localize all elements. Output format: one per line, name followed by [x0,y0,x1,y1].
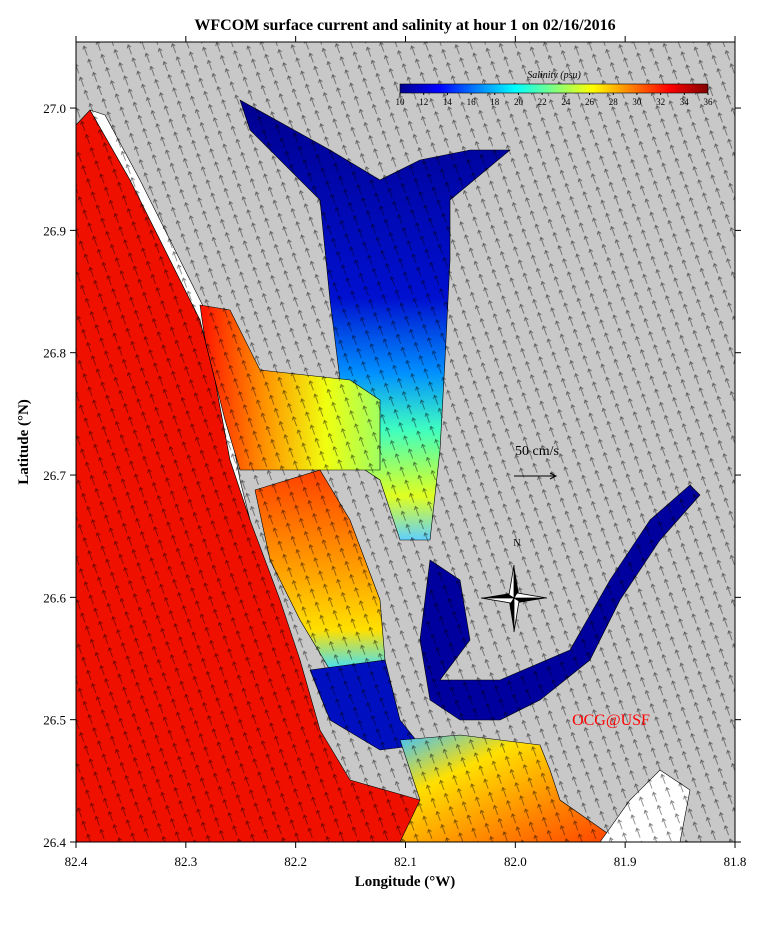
y-axis-label: Latitude (°N) [16,399,32,485]
colorbar-tick-label: 34 [680,97,690,107]
colorbar-tick-label: 12 [419,97,428,107]
map [76,42,735,842]
y-tick-label: 26.5 [43,713,66,728]
x-tick-label: 82.3 [174,854,197,869]
colorbar-tick-label: 18 [490,97,500,107]
colorbar-tick-label: 36 [704,97,714,107]
y-tick-label: 26.9 [43,223,66,238]
scale-label: 50 cm/s [515,444,559,459]
x-tick-label: 81.9 [614,854,637,869]
axes: 82.4 82.3 82.2 82.1 82.0 81.9 81.8 26.4 26.5 26.6… [43,36,746,869]
colorbar-tick-label: 24 [561,97,571,107]
scale-arrow-head [549,472,558,480]
y-tick-label: 26.4 [43,835,66,850]
credit: OCG@USF [572,712,650,729]
x-axis-label: Longitude (°W) [355,874,456,890]
x-tick-label: 82.0 [504,854,527,869]
colorbar-tick-label: 22 [538,97,547,107]
compass [480,564,548,633]
colorbar: Salinity (psu) 10 12 14 16 18 20 22 24 26 28 30 32 3… [396,70,714,107]
x-tick-label: 82.2 [284,854,307,869]
colorbar-tick-label: 26 [585,97,595,107]
y-tick-label: 26.8 [43,346,66,361]
colorbar-tick-label: 20 [514,97,524,107]
current-vectors [76,42,735,842]
x-tick-label: 81.8 [724,854,747,869]
north-label: N [513,538,520,549]
x-tick-label: 82.4 [65,854,88,869]
y-tick-label: 27.0 [43,101,66,116]
colorbar-tick-label: 30 [632,97,642,107]
colorbar-tick-label: 32 [656,97,665,107]
colorbar-bar [399,83,709,94]
colorbar-tick-label: 14 [443,97,453,107]
chart-title: WFCOM surface current and salinity at ho… [194,17,615,34]
y-tick-label: 26.7 [43,468,66,483]
colorbar-tick-label: 16 [467,97,477,107]
colorbar-label: Salinity (psu) [527,70,581,81]
colorbar-tick-label: 28 [609,97,619,107]
colorbar-tick-label: 10 [396,97,406,107]
y-tick-label: 26.6 [43,590,66,605]
x-tick-label: 82.1 [394,854,417,869]
